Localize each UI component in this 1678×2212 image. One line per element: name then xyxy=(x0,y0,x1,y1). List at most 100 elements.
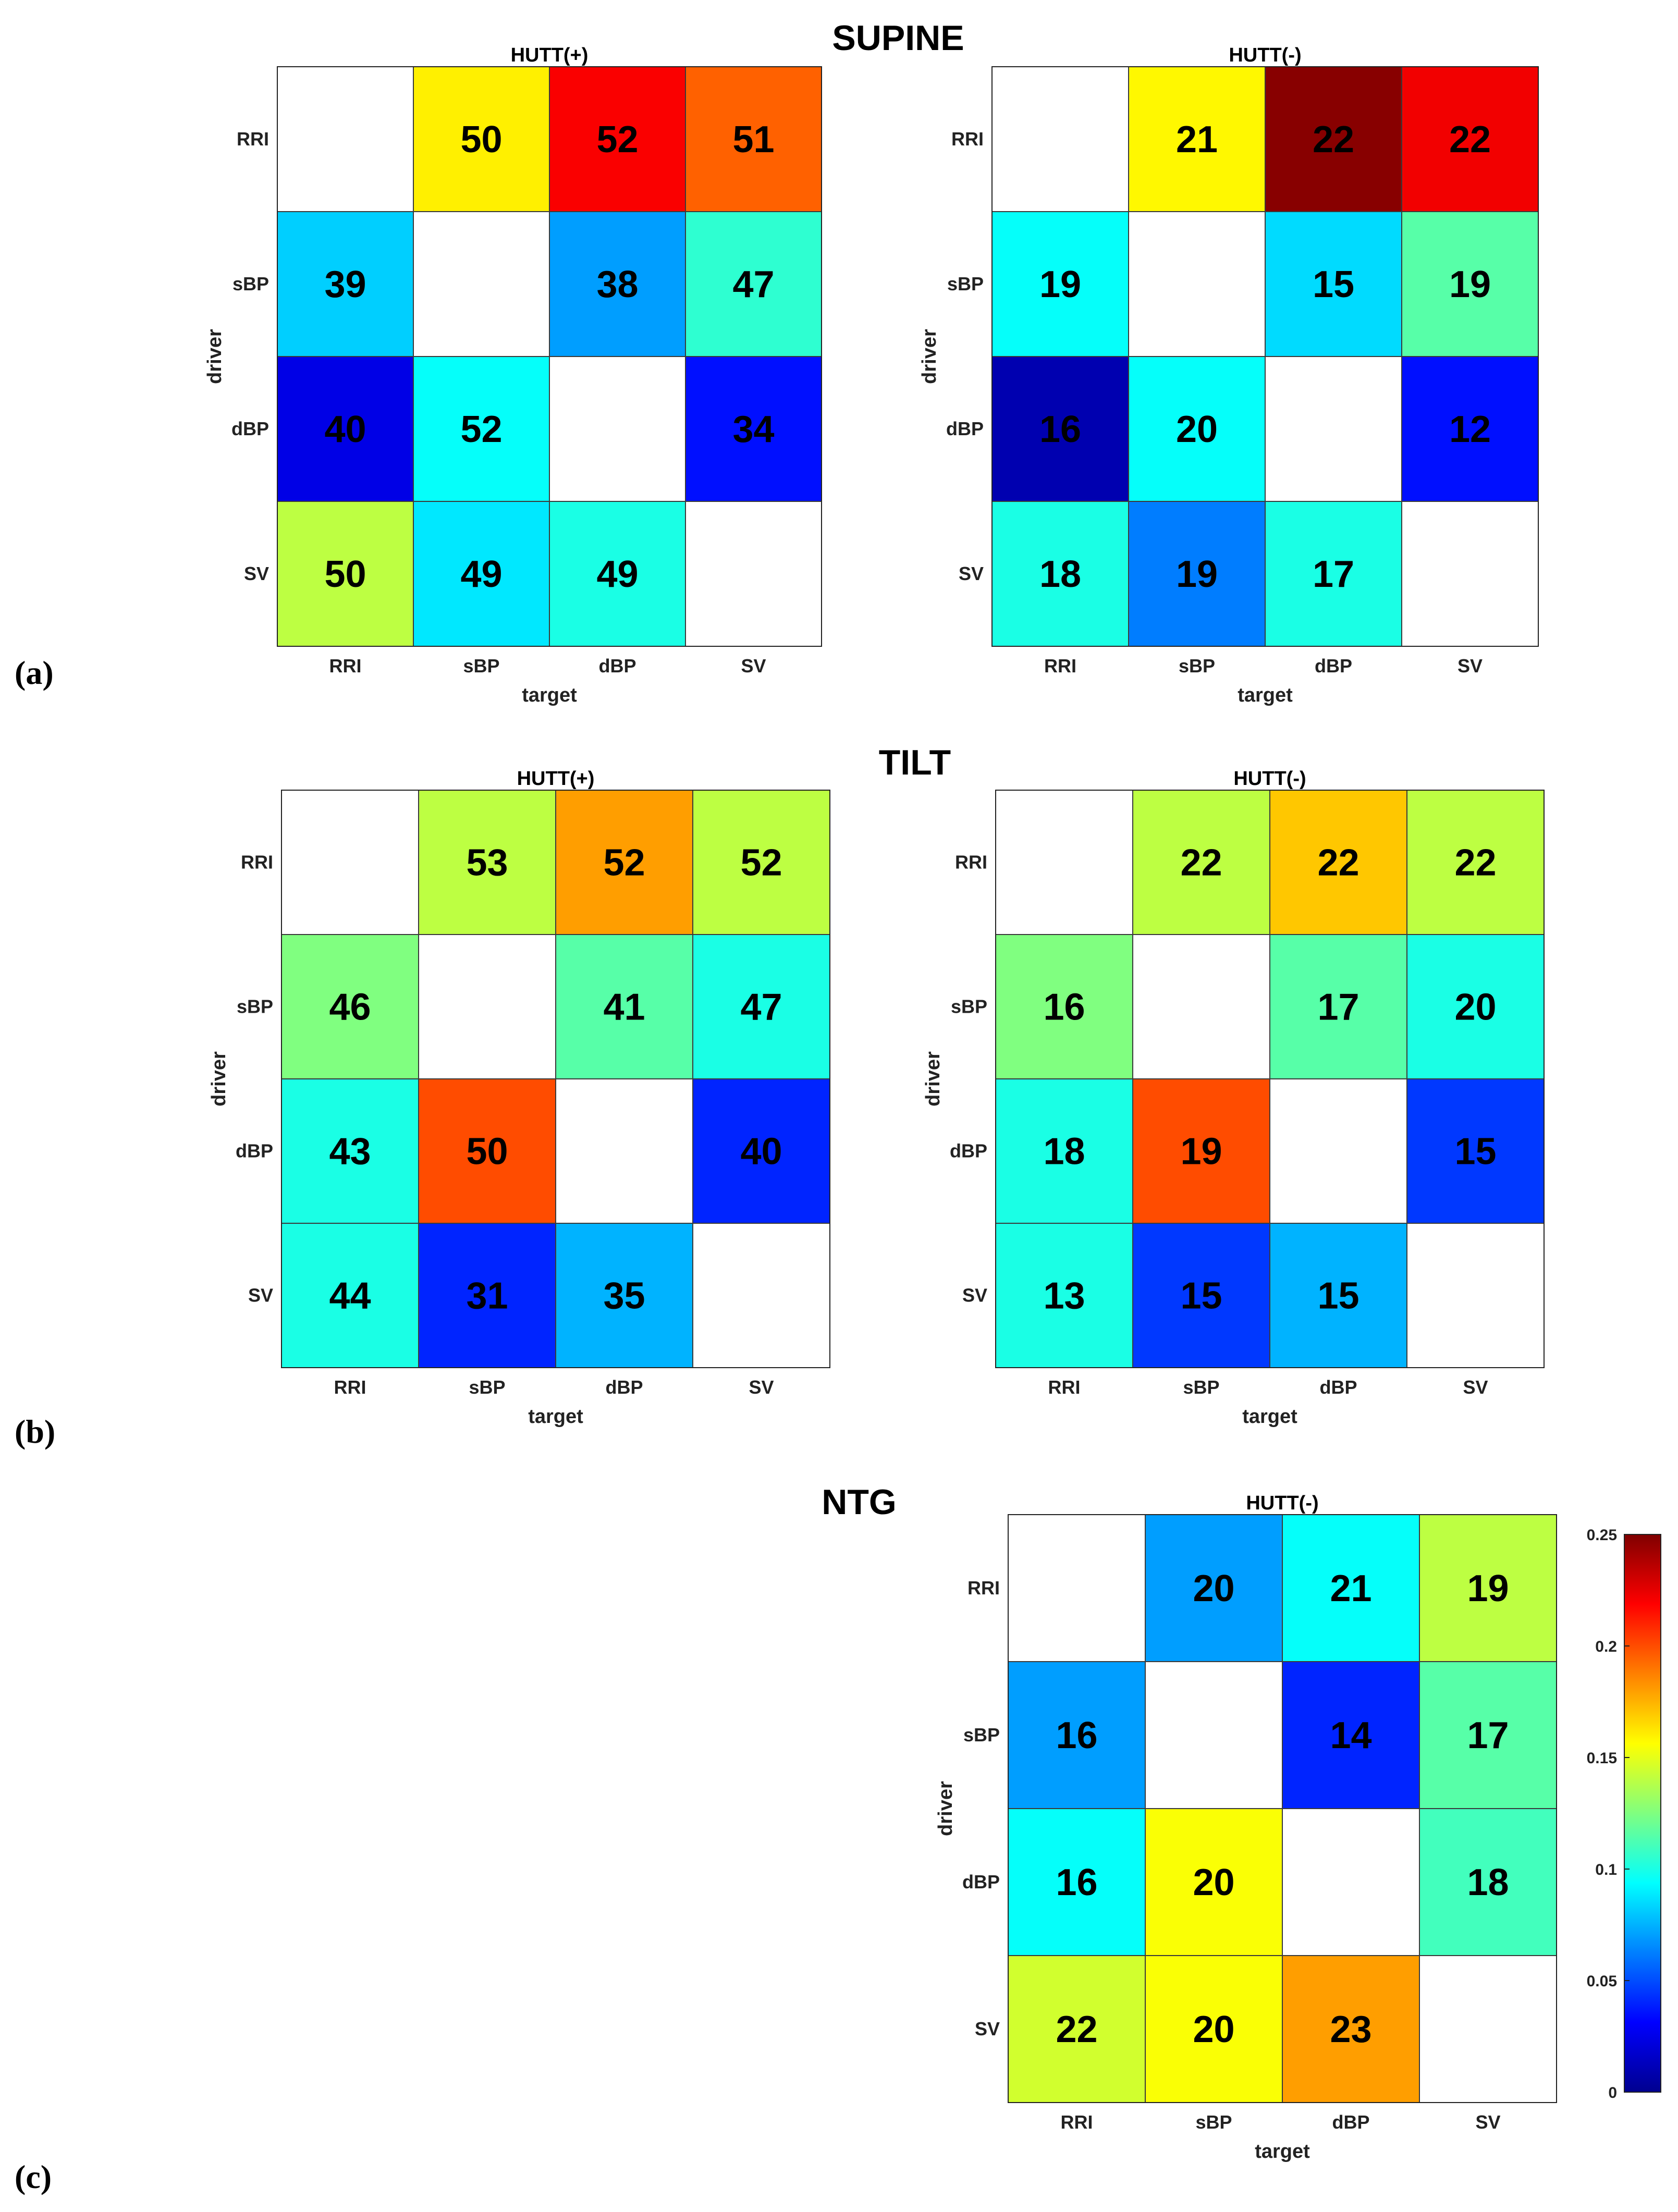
cell-value-label: 16 xyxy=(1056,1862,1097,1903)
cell-value-label: 22 xyxy=(1180,842,1222,884)
x-tick-label: RRI xyxy=(334,1377,366,1398)
heatmap-cell-sbp-dbp xyxy=(1282,1661,1420,1809)
y-tick-label: sBP xyxy=(237,996,273,1017)
heatmap-cell-sbp-rri xyxy=(1008,1661,1146,1809)
cell-value-label: 14 xyxy=(1330,1715,1371,1756)
colorbar-tick-label: 0 xyxy=(1608,2084,1617,2102)
heatmap-cell-sbp-sv xyxy=(1401,211,1539,357)
heatmap-cell-rri-rri xyxy=(281,790,419,935)
colorbar-tick-label: 0.25 xyxy=(1587,1527,1617,1544)
heatmap-cell-dbp-sv xyxy=(1406,1078,1545,1224)
heatmap-cell-dbp-dbp xyxy=(1265,356,1402,502)
cell-value-label: 49 xyxy=(596,554,638,595)
x-tick-label: dBP xyxy=(1332,2111,1370,2133)
heatmap-title: HUTT(-) xyxy=(1246,1492,1318,1514)
y-tick-label: dBP xyxy=(231,418,269,439)
heatmap-frame xyxy=(991,66,1539,647)
heatmap-cell-sv-sv xyxy=(685,501,822,647)
x-tick-label: dBP xyxy=(606,1377,643,1398)
cell-value-label: 22 xyxy=(1056,2009,1097,2050)
x-tick-label: sBP xyxy=(463,655,499,677)
heatmap-cell-dbp-rri xyxy=(281,1078,419,1224)
x-axis-label: target xyxy=(1255,2141,1310,2162)
heatmap-cell-sv-sv xyxy=(692,1223,830,1368)
cell-value-label: 52 xyxy=(603,842,645,884)
cell-value-label: 19 xyxy=(1467,1568,1509,1609)
heatmap-cell-dbp-rri xyxy=(1008,1808,1146,1956)
cell-value-label: 51 xyxy=(732,119,774,161)
cell-value-label: 47 xyxy=(740,987,782,1028)
cell-value-label: 17 xyxy=(1313,554,1354,595)
cell-value-label: 23 xyxy=(1330,2009,1371,2050)
cell-value-label: 44 xyxy=(329,1275,371,1317)
cell-value-label: 40 xyxy=(740,1131,782,1173)
y-tick-label: SV xyxy=(959,563,984,584)
heatmap-cell-sv-dbp xyxy=(1269,1223,1407,1368)
y-axis-label: driver xyxy=(918,329,940,384)
heatmap-cell-sbp-sv xyxy=(685,211,822,357)
heatmap-cell-sv-sv xyxy=(1419,1955,1557,2103)
heatmap-frame xyxy=(995,790,1545,1368)
heatmap-cell-rri-sbp xyxy=(1128,66,1266,212)
x-tick-label: SV xyxy=(1463,1377,1488,1398)
x-axis-label: target xyxy=(1242,1406,1297,1428)
cell-value-label: 52 xyxy=(460,409,502,450)
cell-value-label: 50 xyxy=(324,554,366,595)
heatmap-cell-sbp-sv xyxy=(1419,1661,1557,1809)
cell-value-label: 21 xyxy=(1330,1568,1371,1609)
y-axis-label: driver xyxy=(935,1781,957,1836)
y-tick-label: RRI xyxy=(241,852,273,873)
cell-value-label: 16 xyxy=(1056,1715,1097,1756)
cell-value-label: 34 xyxy=(732,409,774,450)
heatmap-2: 53 52 52 46 41 47 43 50 40 44 31 35 HUTT(+) RRI sBP dBP… xyxy=(208,768,830,1428)
heatmap-cell-dbp-dbp xyxy=(549,356,686,502)
heatmap-4: 20 21 19 16 14 17 16 20 18 22 20 23 HUTT(-) RRI sBP dBP… xyxy=(935,1492,1661,2162)
cell-value-label: 15 xyxy=(1313,264,1354,305)
cell-value-label: 43 xyxy=(329,1131,371,1173)
heatmap-cell-sv-dbp xyxy=(1265,501,1402,647)
heatmap-cell-sv-sbp xyxy=(1132,1223,1270,1368)
cell-value-label: 15 xyxy=(1454,1131,1496,1173)
heatmap-cell-rri-sbp xyxy=(413,66,550,212)
heatmap-cell-dbp-sv xyxy=(692,1078,830,1224)
cell-value-label: 13 xyxy=(1043,1275,1085,1317)
heatmap-cell-sbp-sbp xyxy=(418,934,556,1079)
cell-value-label: 22 xyxy=(1454,842,1496,884)
heatmap-cell-rri-sv xyxy=(1401,66,1539,212)
heatmap-cell-sbp-dbp xyxy=(1265,211,1402,357)
cell-value-label: 38 xyxy=(596,264,638,305)
y-tick-label: SV xyxy=(248,1285,273,1306)
y-tick-label: RRI xyxy=(967,1577,1000,1599)
cell-value-label: 19 xyxy=(1180,1131,1222,1173)
x-axis-label: target xyxy=(528,1406,583,1428)
x-tick-label: sBP xyxy=(1183,1377,1219,1398)
heatmap-title: HUTT(-) xyxy=(1233,768,1306,790)
heatmap-cell-sv-dbp xyxy=(549,501,686,647)
cell-value-label: 22 xyxy=(1449,119,1491,161)
cell-value-label: 41 xyxy=(603,987,645,1028)
heatmap-cell-rri-rri xyxy=(991,66,1129,212)
y-tick-label: dBP xyxy=(236,1140,273,1162)
heatmap-cell-rri-rri xyxy=(1008,1514,1146,1662)
heatmap-cell-sbp-dbp xyxy=(555,934,693,1079)
x-tick-label: RRI xyxy=(1061,2111,1093,2133)
cell-value-label: 21 xyxy=(1176,119,1218,161)
cell-value-label: 18 xyxy=(1043,1131,1085,1173)
heatmap-1: 21 22 22 19 15 19 16 20 12 18 19 17 HUTT(-) RRI sBP dBP… xyxy=(918,44,1539,706)
heatmap-cell-sv-sv xyxy=(1406,1223,1545,1368)
heatmap-cell-rri-rri xyxy=(277,66,414,212)
heatmap-cell-sv-dbp xyxy=(1282,1955,1420,2103)
x-tick-label: dBP xyxy=(1315,655,1352,677)
x-axis-label: target xyxy=(522,684,577,706)
cell-value-label: 19 xyxy=(1176,554,1218,595)
cell-value-label: 47 xyxy=(732,264,774,305)
y-tick-label: dBP xyxy=(962,1871,1000,1893)
colorbar-tick-label: 0.1 xyxy=(1595,1861,1617,1878)
heatmap-cell-sbp-sbp xyxy=(413,211,550,357)
heatmap-cell-rri-rri xyxy=(995,790,1133,935)
heatmap-cell-sv-sbp xyxy=(1145,1955,1283,2103)
x-tick-label: RRI xyxy=(329,655,362,677)
heatmap-cell-sv-rri xyxy=(277,501,414,647)
heatmap-title: HUTT(+) xyxy=(517,768,595,790)
x-tick-label: RRI xyxy=(1048,1377,1081,1398)
